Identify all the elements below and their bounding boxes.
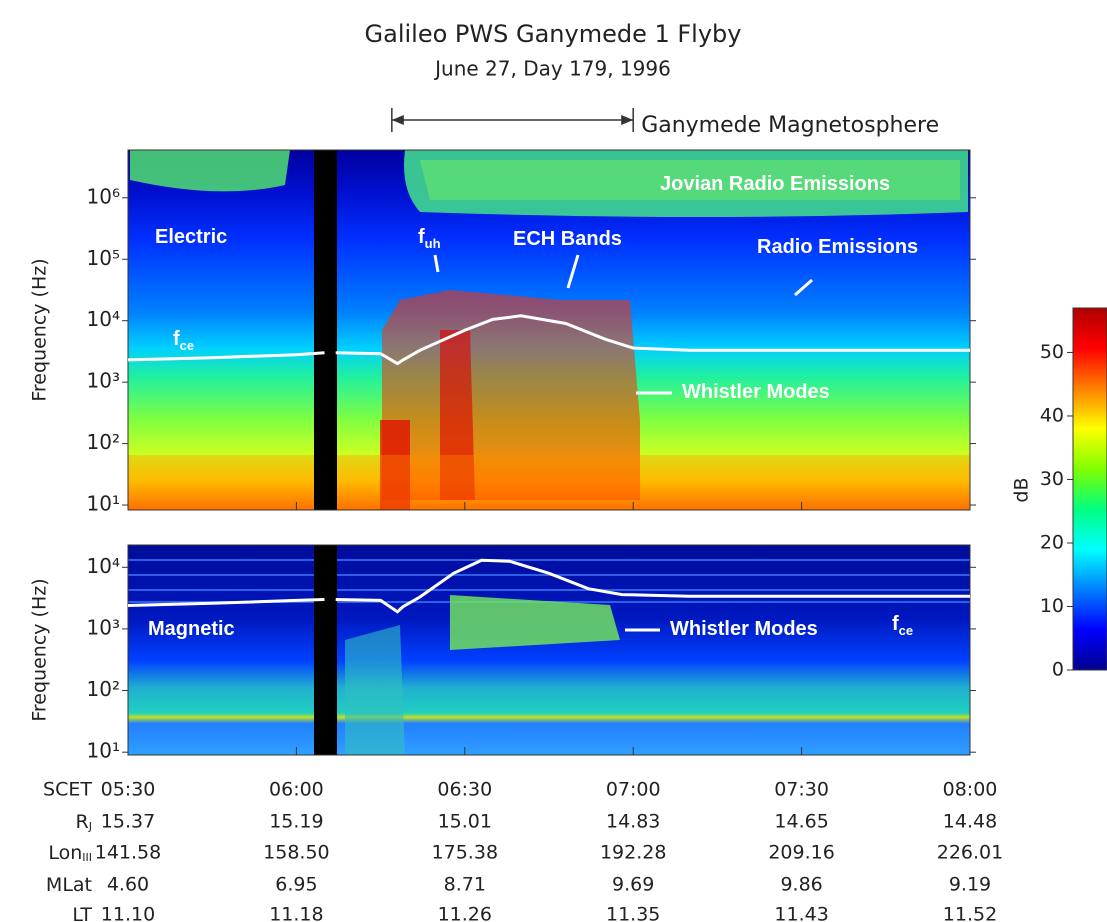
row-value: 14.83 [606, 811, 660, 833]
annotation: Jovian Radio Emissions [660, 173, 890, 195]
colorbar-tick-label: 50 [1040, 341, 1064, 363]
annotation-text: Jovian Radio Emissions [660, 173, 890, 195]
row-value: 11.18 [269, 904, 323, 922]
data-gap [314, 545, 337, 755]
x-tick-label: 07:00 [606, 779, 661, 801]
y-tick-label: 10³ [87, 615, 120, 639]
row-label: LT [72, 904, 92, 922]
row-value: 9.86 [780, 874, 822, 896]
colorbar-tick-label: 30 [1040, 468, 1064, 490]
annotation: Radio Emissions [757, 236, 918, 258]
x-tick-label: 06:00 [269, 779, 324, 801]
y-tick-label: 10⁵ [87, 246, 120, 270]
row-value: 11.43 [774, 904, 828, 922]
row-label-text: R [76, 811, 89, 833]
row-value: 11.52 [943, 904, 997, 922]
subtitle: June 27, Day 179, 1996 [433, 57, 671, 81]
row-value: 4.60 [107, 874, 149, 896]
fce-line [127, 558, 970, 614]
annotation-text: f [173, 328, 180, 350]
row-label-sub: III [82, 851, 92, 864]
annotation-text: Electric [155, 226, 227, 248]
row-value: 11.10 [101, 904, 155, 922]
row-value: 15.01 [438, 811, 492, 833]
y-tick-label: 10² [87, 677, 120, 701]
row-value: 158.50 [263, 842, 329, 864]
row-value: 14.48 [943, 811, 997, 833]
annotation: Whistler Modes [670, 618, 818, 640]
row-value: 9.19 [949, 874, 991, 896]
annotation: Whistler Modes [682, 381, 830, 403]
annotation-sub: uh [425, 236, 441, 251]
row-value: 141.58 [95, 842, 161, 864]
y-tick-label: 10⁴ [87, 554, 120, 578]
row-value: 11.26 [438, 904, 492, 922]
colorbar-tick-label: 10 [1040, 595, 1064, 617]
row-value: 15.37 [101, 811, 155, 833]
plot-frame [127, 544, 971, 756]
row-value: 11.35 [606, 904, 660, 922]
spectrogram-magnetic [128, 545, 970, 755]
annotation-arrows [433, 254, 813, 632]
row-value: 15.19 [269, 811, 323, 833]
annotation-text: f [418, 226, 425, 248]
row-label: LonIII [48, 842, 92, 865]
annotation-sub: ce [180, 338, 194, 353]
row-value: 226.01 [937, 842, 1003, 864]
y-tick-label: 10⁶ [87, 184, 120, 208]
row-value: 6.95 [275, 874, 317, 896]
annotation: fuh [418, 226, 441, 251]
y-tick-label: 10⁴ [87, 307, 120, 331]
data-gap [314, 150, 337, 510]
annotation-text: Magnetic [148, 618, 235, 640]
plot-frame [127, 149, 971, 511]
row-label: RJ [76, 811, 92, 834]
scet-label: SCET [43, 779, 92, 801]
row-value: 192.28 [600, 842, 666, 864]
annotation: Magnetic [148, 618, 235, 640]
annotation-text: Radio Emissions [757, 236, 918, 258]
annotation-text: Whistler Modes [670, 618, 818, 640]
annotation: ECH Bands [513, 228, 622, 250]
colorbar [1072, 307, 1107, 671]
annotation-text: ECH Bands [513, 228, 622, 250]
row-value: 175.38 [432, 842, 498, 864]
fce-line [127, 314, 970, 366]
y-axis-label: Frequency (Hz) [29, 578, 51, 721]
row-label-text: MLat [46, 874, 92, 896]
row-value: 9.69 [612, 874, 654, 896]
colorbar-label: dB [1011, 477, 1033, 502]
span-label: Ganymede Magnetosphere [641, 113, 939, 138]
y-tick-label: 10³ [87, 369, 120, 393]
row-value: 209.16 [768, 842, 834, 864]
row-value: 14.65 [774, 811, 828, 833]
x-tick-label: 05:30 [101, 779, 156, 801]
x-tick-label: 07:30 [774, 779, 829, 801]
row-label: MLat [46, 874, 92, 896]
colorbar-tick-label: 0 [1052, 659, 1064, 681]
spectrogram-electric [128, 150, 970, 510]
annotation-sub: ce [899, 623, 913, 638]
annotation-text: f [892, 613, 899, 635]
row-label-sub: J [88, 820, 92, 833]
annotation: fce [173, 328, 194, 353]
row-value: 8.71 [444, 874, 486, 896]
y-tick-label: 10² [87, 430, 120, 454]
annotation: Electric [155, 226, 227, 248]
y-tick-label: 10¹ [87, 739, 120, 763]
annotation-text: Whistler Modes [682, 381, 830, 403]
colorbar-tick-label: 20 [1040, 531, 1064, 553]
x-tick-label: 06:30 [437, 779, 492, 801]
x-tick-label: 08:00 [943, 779, 998, 801]
row-label-text: Lon [48, 842, 82, 864]
annotation: fce [892, 613, 913, 638]
row-label-text: LT [72, 904, 92, 922]
title: Galileo PWS Ganymede 1 Flyby [365, 20, 742, 48]
y-axis-label: Frequency (Hz) [29, 258, 51, 401]
colorbar-tick-label: 40 [1040, 404, 1064, 426]
y-tick-label: 10¹ [87, 492, 120, 516]
